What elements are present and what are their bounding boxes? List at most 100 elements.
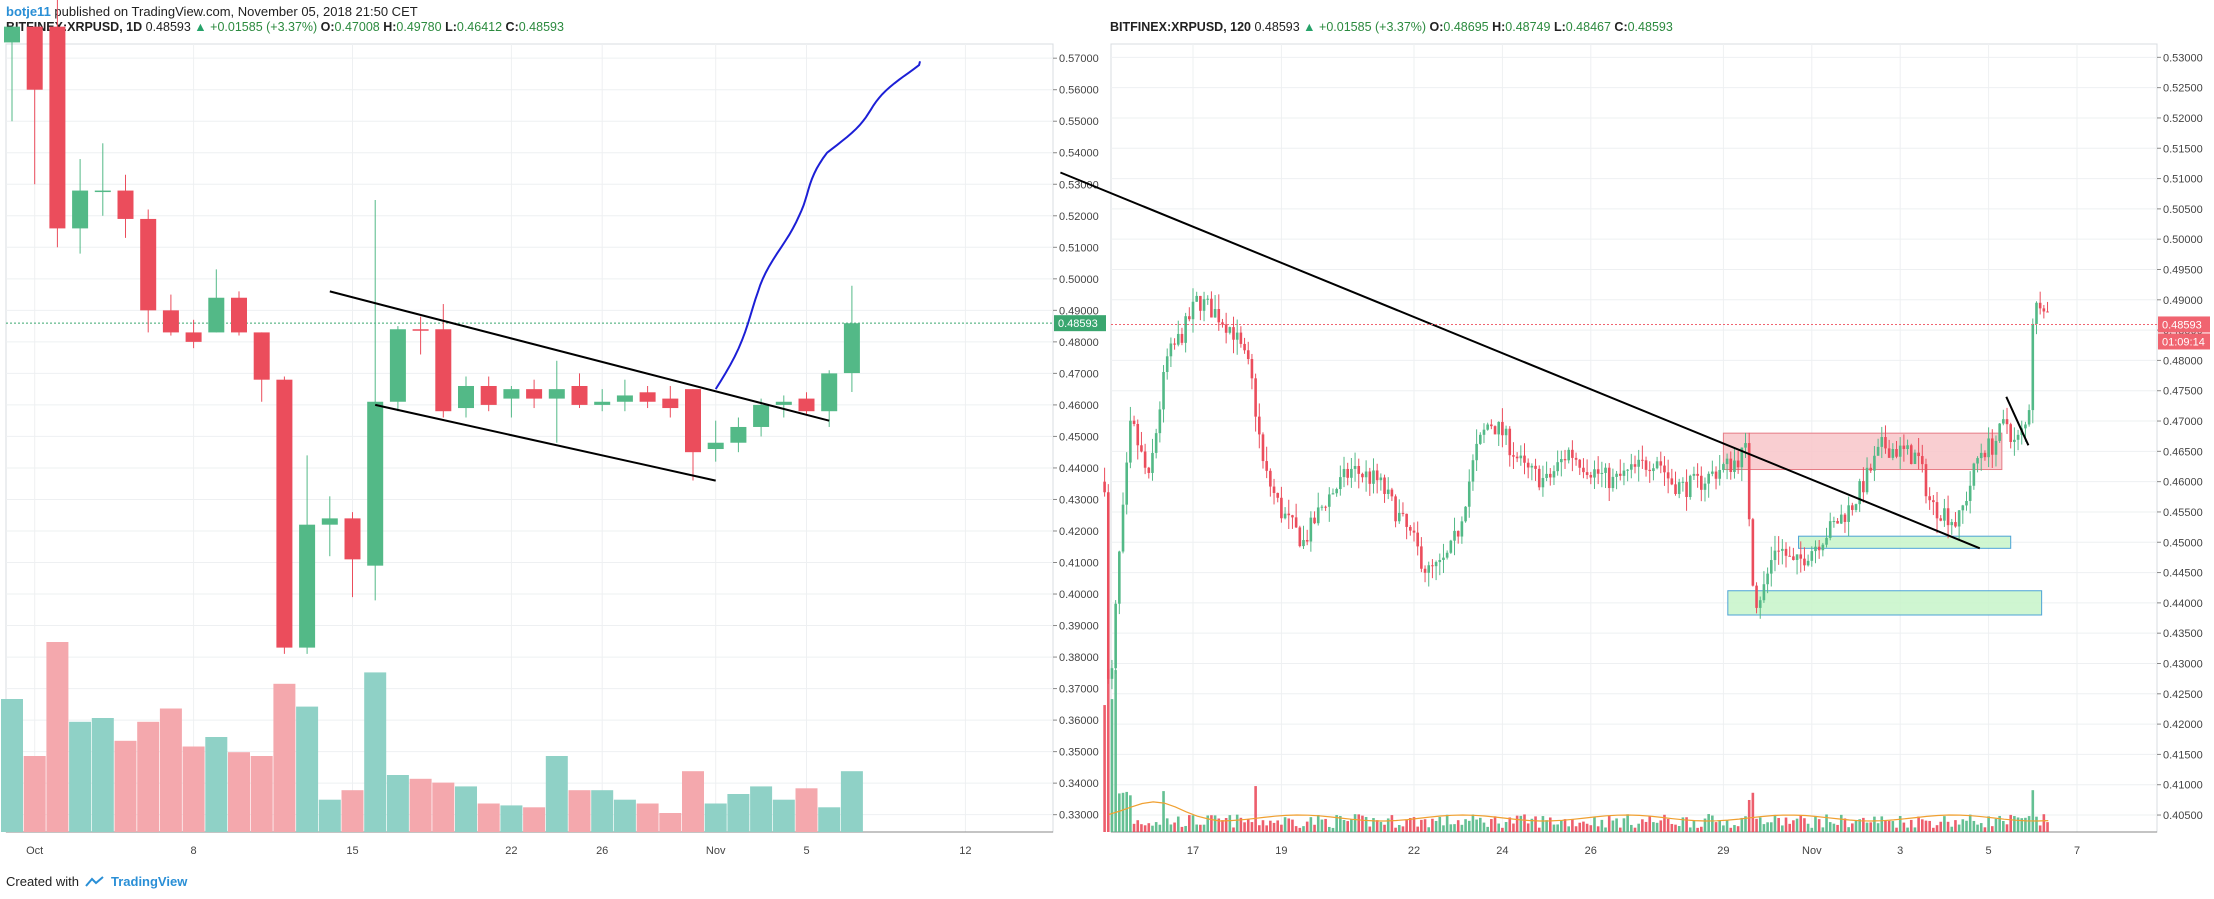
right-volume-bar (1589, 825, 1593, 832)
right-volume-bar (1324, 818, 1327, 832)
right-volume-bar (1464, 819, 1467, 832)
right-candle-body (1258, 416, 1261, 435)
right-candle-body (1714, 471, 1718, 479)
tradingview-brand-link[interactable]: TradingView (110, 874, 188, 889)
right-candle-body (1729, 458, 1733, 473)
right-volume-bar (1390, 815, 1394, 832)
right-candle-body (1644, 460, 1648, 470)
right-volume-bar (1445, 814, 1449, 832)
right-volume-bar (1751, 792, 1755, 832)
right-candle-body (1302, 540, 1305, 547)
right-y-tick-label: 0.47500 (2163, 386, 2203, 398)
right-candle-body (1512, 455, 1515, 457)
left-volume-bar (318, 799, 341, 832)
right-volume-bar (1409, 817, 1412, 832)
right-volume-bar (1235, 814, 1239, 832)
right-volume-bar (1913, 827, 1917, 832)
right-candle-body (1372, 470, 1375, 484)
right-volume-bar (1578, 822, 1582, 832)
left-high: 0.49780 (396, 20, 442, 34)
right-price-label: 0.48593 (2162, 319, 2202, 331)
right-volume-bar (1880, 816, 1884, 832)
right-volume-bar (1353, 814, 1357, 832)
left-y-tick-label: 0.41000 (1059, 558, 1099, 570)
right-candle-body (1571, 449, 1574, 458)
right-candle-body (1747, 443, 1751, 520)
right-volume-bar (1946, 821, 1950, 832)
left-volume-bar (114, 740, 137, 832)
right-volume-bar (2031, 790, 2035, 832)
left-candle-body (503, 389, 520, 399)
right-volume-bar (1832, 823, 1836, 832)
right-close: 0.48593 (1627, 20, 1673, 34)
left-y-tick-label: 0.48000 (1059, 337, 1099, 349)
left-candle-body (299, 524, 316, 648)
right-candle-body (1711, 471, 1714, 474)
right-volume-bar (1136, 820, 1140, 832)
right-candle-body (1600, 472, 1604, 474)
right-candle-body (1132, 420, 1136, 424)
right-volume-bar (1427, 827, 1431, 832)
right-candle-body (1548, 473, 1552, 478)
right-y-tick-label: 0.45500 (2163, 507, 2203, 519)
right-volume-bar (1482, 822, 1486, 832)
right-x-tick-label: Nov (1802, 845, 1822, 857)
right-volume-bar (1114, 670, 1117, 832)
right-volume-bar (1372, 818, 1375, 832)
right-volume-bar (1957, 824, 1961, 832)
right-candle-body (1648, 469, 1652, 472)
right-candle-body (1582, 467, 1585, 473)
right-candle-body (2042, 308, 2046, 312)
left-candle-body (94, 190, 111, 193)
right-candle-body (1412, 530, 1416, 533)
right-candle-body (1825, 537, 1828, 545)
right-candle-body (1784, 548, 1788, 556)
left-volume-bar (659, 813, 682, 832)
right-y-tick-label: 0.47000 (2163, 416, 2203, 428)
right-volume-bar (1106, 669, 1110, 832)
right-volume-bar (1125, 791, 1128, 832)
right-candle-body (1578, 459, 1582, 468)
right-candle-body (1383, 477, 1386, 494)
right-volume-bar (1685, 817, 1688, 832)
right-candle-body (1464, 506, 1467, 522)
right-x-tick-label: 24 (1496, 845, 1508, 857)
right-volume-bar (2024, 817, 2027, 832)
left-y-tick-label: 0.44000 (1059, 463, 1099, 475)
left-y-tick-label: 0.34000 (1059, 778, 1099, 790)
right-candle-body (1781, 548, 1784, 551)
right-candle-body (1162, 371, 1165, 410)
right-candle-body (1641, 459, 1644, 461)
left-candle-body (798, 398, 815, 412)
right-candle-body (1906, 445, 1909, 450)
right-volume-bar (1600, 819, 1604, 832)
right-volume-bar (1994, 818, 1998, 832)
left-x-tick-label: Oct (26, 845, 43, 857)
left-volume-bar (455, 786, 477, 832)
right-candle-body (1950, 522, 1954, 526)
right-volume-bar (1394, 827, 1397, 832)
right-volume-bar (1762, 824, 1766, 832)
publisher-username[interactable]: botje11 (6, 4, 51, 19)
right-volume-bar (1121, 792, 1125, 832)
right-volume-bar (1928, 820, 1931, 832)
right-candle-body (1652, 468, 1655, 472)
left-volume-bar (250, 756, 273, 832)
right-volume-bar (1839, 814, 1843, 832)
left-candle-body (707, 442, 724, 450)
right-volume-bar (1309, 817, 1313, 832)
left-candle-body (162, 310, 179, 333)
right-volume-bar (1814, 816, 1817, 832)
right-volume-bar (1571, 818, 1574, 832)
right-candle-body (1696, 473, 1699, 476)
left-projection-curve (714, 61, 921, 390)
left-volume-bar (500, 805, 523, 832)
right-volume-bar (2042, 814, 2046, 832)
right-volume-bar (1350, 819, 1353, 832)
right-candle-body (1350, 468, 1353, 478)
right-volume-bar (1261, 820, 1265, 832)
right-volume-bar (1644, 821, 1648, 832)
right-candle-body (1618, 473, 1622, 476)
left-candle-body (548, 389, 565, 399)
